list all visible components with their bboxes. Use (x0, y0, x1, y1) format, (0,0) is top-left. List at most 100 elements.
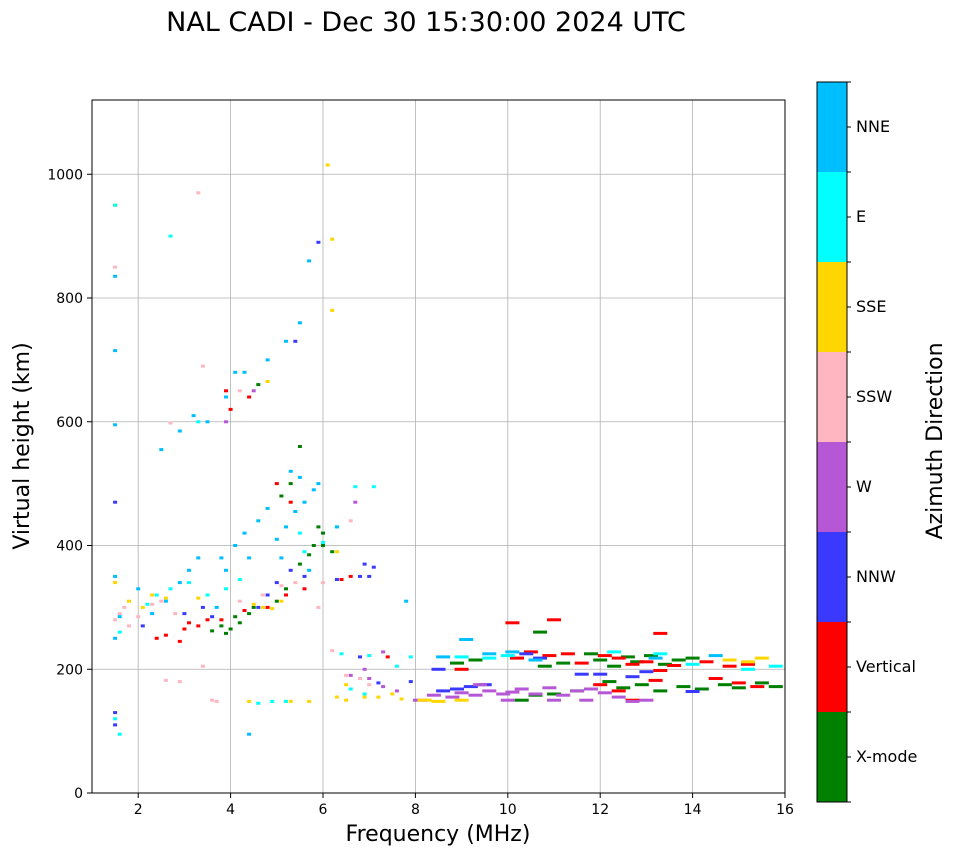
data-point (685, 690, 700, 693)
data-point (482, 689, 497, 693)
data-point (574, 661, 589, 665)
data-point (297, 445, 302, 448)
data-point (445, 695, 460, 699)
data-point (514, 698, 529, 702)
data-point (288, 699, 293, 703)
data-point (634, 683, 649, 687)
data-point (639, 660, 654, 664)
data-point (381, 650, 386, 654)
data-point (163, 599, 168, 603)
data-point (265, 380, 270, 383)
x-tick-label: 2 (134, 802, 143, 818)
data-point (607, 650, 622, 654)
data-point (316, 605, 321, 609)
data-point (459, 638, 474, 641)
data-point (205, 593, 210, 597)
data-point (247, 699, 252, 703)
x-tick-label: 4 (226, 802, 235, 818)
data-point (219, 556, 224, 560)
data-point (653, 669, 668, 672)
data-point (611, 689, 626, 693)
data-point (297, 531, 302, 535)
y-tick-label: 0 (74, 786, 83, 802)
data-point (228, 627, 233, 631)
data-point (547, 692, 561, 696)
data-point (358, 677, 362, 680)
data-point (367, 677, 372, 680)
data-point (270, 699, 275, 703)
data-point (307, 568, 312, 572)
data-point (741, 667, 755, 671)
data-point (145, 602, 150, 606)
data-point (505, 650, 520, 654)
data-point (325, 163, 330, 167)
data-point (722, 664, 737, 668)
data-point (279, 556, 284, 560)
data-point (367, 683, 372, 687)
series-sse (113, 163, 769, 703)
x-tick-label: 10 (499, 802, 517, 818)
x-tick-label: 8 (411, 802, 420, 818)
data-point (140, 624, 145, 628)
data-point (205, 420, 210, 424)
data-point (556, 693, 571, 697)
data-point (362, 562, 367, 566)
data-point (274, 599, 279, 603)
data-point (173, 612, 178, 616)
data-point (468, 693, 483, 697)
data-point (224, 568, 228, 572)
data-point (136, 615, 141, 619)
data-point (602, 680, 617, 684)
data-point (150, 612, 155, 616)
data-point (584, 687, 598, 691)
data-point (454, 698, 469, 702)
series-nne (113, 259, 723, 736)
data-point (717, 683, 732, 687)
data-point (385, 655, 390, 659)
data-point (196, 420, 201, 424)
data-point (741, 662, 755, 666)
data-point (113, 636, 118, 640)
data-point (514, 687, 529, 691)
data-point (256, 605, 261, 609)
data-point (436, 689, 451, 693)
data-point (685, 656, 700, 660)
data-point (667, 664, 682, 667)
data-point (321, 581, 325, 585)
data-point (547, 698, 561, 702)
data-point (168, 587, 173, 591)
y-tick-label: 400 (56, 539, 83, 555)
data-point (274, 581, 279, 585)
data-point (362, 667, 367, 671)
data-point (353, 500, 358, 504)
grid-lines (92, 100, 785, 793)
data-point (533, 630, 548, 634)
data-point (113, 711, 118, 715)
data-point (426, 693, 441, 697)
data-point (265, 605, 270, 609)
data-point (473, 683, 488, 687)
data-point (334, 578, 339, 581)
data-point (376, 695, 381, 699)
data-point (496, 692, 511, 696)
data-point (200, 605, 205, 609)
data-point (113, 723, 118, 727)
data-point (113, 581, 118, 585)
data-point (597, 691, 612, 695)
data-point (177, 639, 182, 643)
data-point (307, 699, 312, 703)
data-point (330, 649, 335, 653)
data-point (237, 621, 242, 625)
series-e (113, 203, 783, 736)
data-point (657, 662, 672, 666)
data-point (607, 664, 622, 668)
data-point (288, 568, 293, 572)
colorbar-tick-label: W (856, 477, 872, 496)
data-point (279, 599, 284, 603)
data-point (754, 656, 769, 660)
data-point (187, 581, 191, 585)
data-point (177, 429, 182, 433)
data-point (330, 308, 335, 312)
data-point (625, 675, 640, 679)
colorbar-segment (817, 532, 847, 622)
